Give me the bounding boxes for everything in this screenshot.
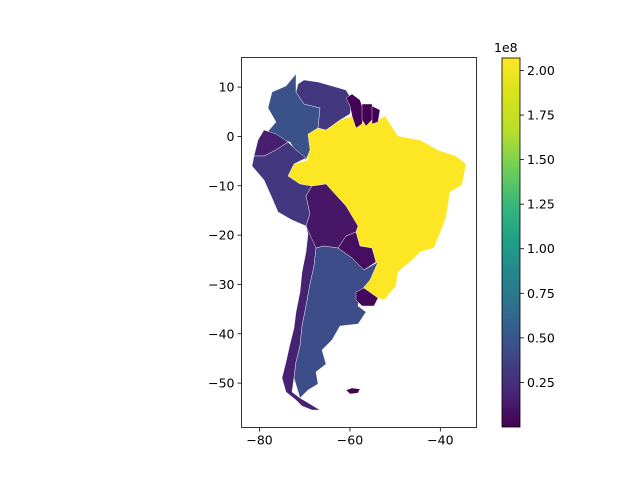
y-tick-label: −40 (208, 326, 234, 341)
country-falkland-islands[interactable] (345, 387, 361, 395)
colorbar-tick-label: 1.00 (527, 241, 555, 256)
colorbar: 0.25 0.50 0.75 1.00 1.25 1.50 1.75 2.00 1e8 (494, 40, 555, 428)
y-tick-label: −30 (208, 277, 234, 292)
colorbar-offset-text: 1e8 (494, 40, 518, 55)
map-axes: −80 −60 −40 10 0 −10 −20 −30 −40 −50 (208, 57, 477, 448)
country-argentina[interactable] (293, 245, 379, 399)
colorbar-tick-label: 1.75 (527, 108, 555, 123)
x-tick-label: −40 (427, 433, 453, 448)
colorbar-tick-label: 0.75 (527, 286, 555, 301)
country-venezuela[interactable] (295, 79, 353, 131)
y-tick-label: −50 (208, 376, 234, 391)
colorbar-tick-label: 2.00 (527, 63, 555, 78)
country-guyana[interactable] (345, 93, 365, 129)
colorbar-ticks: 0.25 0.50 0.75 1.00 1.25 1.50 1.75 2.00 (520, 63, 555, 390)
countries-layer (251, 73, 467, 411)
y-tick-label: 10 (219, 80, 235, 95)
country-suriname[interactable] (361, 103, 375, 127)
colorbar-tick-label: 0.25 (527, 375, 555, 390)
country-french-guiana[interactable] (371, 105, 381, 125)
map-frame (241, 57, 477, 428)
y-tick-label: −10 (208, 178, 234, 193)
country-uruguay[interactable] (355, 287, 379, 307)
colorbar-tick-label: 1.50 (527, 152, 555, 167)
y-axis-ticks: 10 0 −10 −20 −30 −40 −50 (208, 80, 242, 391)
colorbar-frame (501, 57, 521, 428)
x-axis-ticks: −80 −60 −40 (246, 427, 454, 448)
x-tick-label: −80 (246, 433, 272, 448)
y-tick-label: 0 (227, 129, 235, 144)
x-tick-label: −60 (337, 433, 363, 448)
colorbar-gradient (502, 58, 520, 427)
y-tick-label: −20 (208, 228, 234, 243)
colorbar-tick-label: 0.50 (527, 330, 555, 345)
colorbar-tick-label: 1.25 (527, 197, 555, 212)
